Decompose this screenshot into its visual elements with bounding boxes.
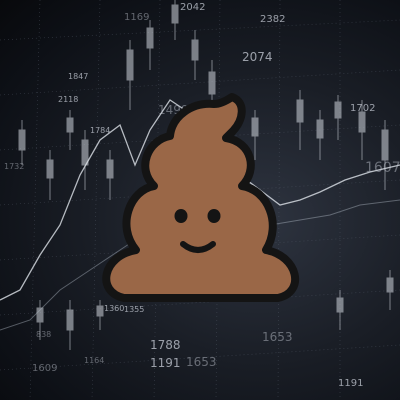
right-eye-icon	[207, 209, 221, 223]
chart-value-label: 1164	[84, 356, 105, 365]
chart-value-label: 1788	[150, 338, 181, 352]
chart-value-label: 1702	[350, 103, 376, 114]
poop-face	[174, 209, 221, 253]
chart-value-label: 1607	[365, 160, 400, 176]
poop-body	[102, 93, 300, 302]
chart-value-label: 1653	[186, 355, 217, 369]
candlesticks	[18, 0, 394, 350]
chart-value-label: 838	[36, 330, 52, 339]
chart-value-label: 1355	[124, 305, 145, 314]
chart-value-label: 1609	[32, 363, 58, 374]
chart-value-label: 2382	[260, 14, 286, 25]
chart-value-label: 1191	[338, 378, 364, 389]
chart-value-label: 1732	[4, 162, 25, 171]
chart-value-label: 1653	[262, 330, 293, 344]
chart-value-label: 1360	[104, 304, 125, 313]
smile-icon	[180, 241, 216, 253]
chart-value-label: 1191	[150, 356, 181, 370]
chart-value-label: 1169	[124, 12, 150, 23]
chart-value-label: 2074	[242, 50, 273, 64]
left-eye-icon	[174, 209, 188, 223]
chart-value-label: 1784	[90, 126, 111, 135]
chart-value-label: 2118	[58, 95, 79, 104]
chart-value-label: 2042	[180, 2, 206, 13]
chart-value-label: 1847	[68, 72, 89, 81]
